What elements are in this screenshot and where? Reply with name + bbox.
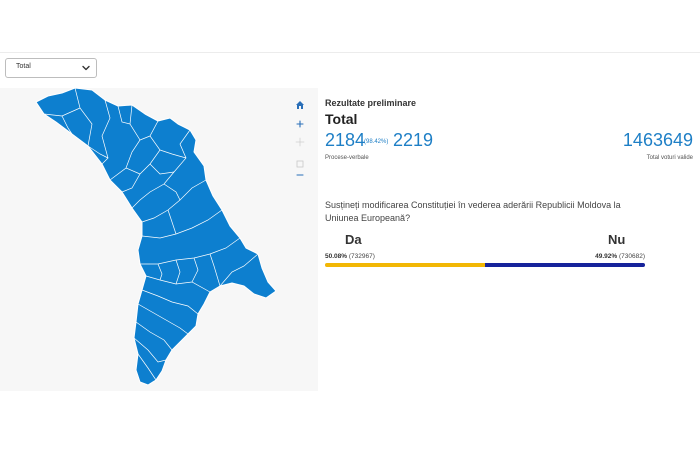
district-shapes <box>35 88 277 386</box>
region-select[interactable]: Total <box>5 58 97 78</box>
header-divider <box>0 52 700 53</box>
option-da-percent: 50.08% <box>325 253 348 260</box>
pv-label: Procese-verbale <box>325 155 369 161</box>
zoom-out-icon <box>296 174 304 176</box>
moldova-map[interactable] <box>0 88 318 391</box>
option-da-stats: 50.08% (732967) <box>325 253 375 260</box>
map-zoom-out-button[interactable] <box>293 168 307 182</box>
map-home-button[interactable] <box>293 98 307 112</box>
option-da-label: Da <box>345 232 362 247</box>
map-zoom-in-button[interactable] <box>293 117 307 131</box>
map-select-area-button[interactable] <box>293 157 307 171</box>
country-outline <box>35 88 277 386</box>
valid-votes: 1463649 <box>622 130 693 150</box>
pan-icon <box>295 137 305 147</box>
home-icon <box>296 101 304 109</box>
option-nu-label: Nu <box>608 232 626 247</box>
region-select-value: Total <box>16 63 31 70</box>
select-area-icon <box>296 160 304 168</box>
map-panel[interactable] <box>0 88 318 391</box>
counted-pv: 2184 <box>325 130 366 150</box>
chevron-down-icon <box>82 65 90 71</box>
results-title: Rezultate preliminare <box>325 98 417 108</box>
option-nu-votes: (730682) <box>618 253 645 260</box>
zoom-in-icon <box>296 120 304 128</box>
results-bar-da <box>325 263 486 267</box>
total-pv: 2219 <box>393 130 434 150</box>
option-da-votes: (732967) <box>348 253 375 260</box>
valid-votes-label: Total voturi valide <box>646 155 693 161</box>
option-nu-stats: 49.92% (730682) <box>555 253 645 260</box>
option-nu-percent: 49.92% <box>595 253 618 260</box>
results-bar <box>325 263 645 267</box>
map-pan-button[interactable] <box>293 135 307 149</box>
counted-percent: (98.42%) <box>364 139 389 145</box>
results-region: Total <box>325 111 358 127</box>
results-bar-nu <box>485 263 645 267</box>
referendum-question: Susțineți modificarea Constituției în ve… <box>325 200 621 223</box>
